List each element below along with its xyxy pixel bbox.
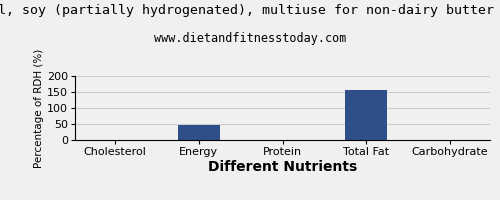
Y-axis label: Percentage of RDH (%): Percentage of RDH (%) xyxy=(34,48,44,168)
X-axis label: Different Nutrients: Different Nutrients xyxy=(208,160,357,174)
Text: www.dietandfitnesstoday.com: www.dietandfitnesstoday.com xyxy=(154,32,346,45)
Text: trial, soy (partially hydrogenated), multiuse for non-dairy butter flav: trial, soy (partially hydrogenated), mul… xyxy=(0,4,500,17)
Bar xyxy=(178,125,220,140)
Bar xyxy=(346,90,388,140)
